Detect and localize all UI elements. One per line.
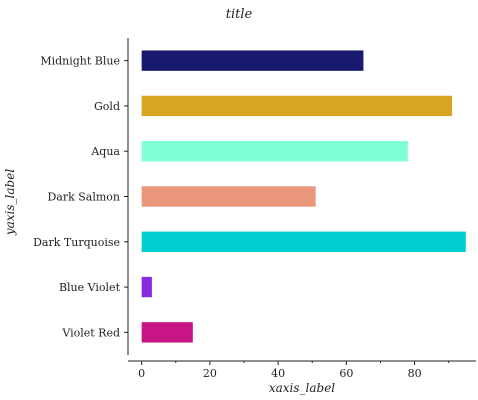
y-axis-label: yaxis_label bbox=[3, 169, 17, 236]
bar-dark-turquoise bbox=[141, 231, 466, 252]
y-tick-label: Gold bbox=[94, 100, 120, 113]
x-tick-label: 20 bbox=[203, 367, 217, 380]
chart-title: title bbox=[226, 7, 253, 22]
x-axis-label: xaxis_label bbox=[269, 381, 335, 395]
x-tick-label: 0 bbox=[138, 367, 145, 380]
x-tick-label: 40 bbox=[271, 367, 285, 380]
bar-gold bbox=[141, 95, 453, 117]
x-tick-label: 80 bbox=[408, 367, 422, 380]
x-tick-label: 60 bbox=[339, 367, 353, 380]
y-axis: Violet Red Blue Violet Dark Turquoise Dark … bbox=[33, 38, 129, 355]
bar-midnight-blue bbox=[141, 50, 364, 71]
bar-aqua bbox=[141, 141, 408, 162]
y-tick-label: Blue Violet bbox=[59, 281, 121, 294]
bar-blue-violet bbox=[141, 276, 152, 298]
y-tick-label: Violet Red bbox=[61, 326, 120, 339]
y-tick-label: Dark Salmon bbox=[47, 191, 120, 204]
bars-group bbox=[141, 50, 466, 343]
y-tick-label: Midnight Blue bbox=[40, 55, 120, 68]
bar-dark-salmon bbox=[141, 186, 316, 207]
x-axis: 0 20 40 60 80 bbox=[128, 360, 476, 380]
y-tick-label: Aqua bbox=[90, 145, 120, 158]
bar-violet-red bbox=[141, 322, 193, 343]
y-tick-label: Dark Turquoise bbox=[33, 236, 120, 249]
